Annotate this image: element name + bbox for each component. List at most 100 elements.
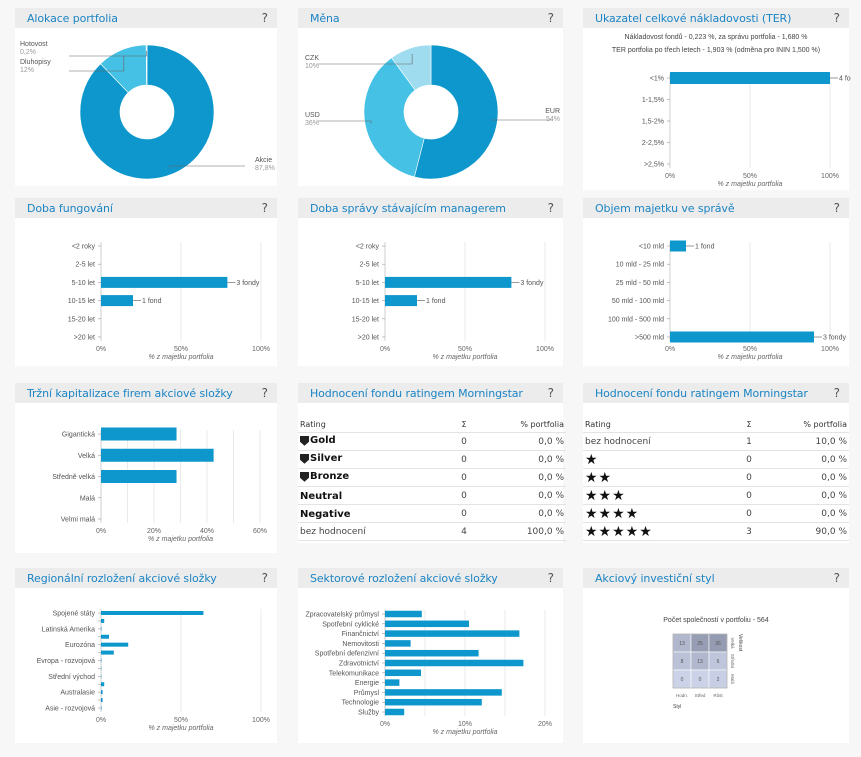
help-icon[interactable]: ? bbox=[261, 571, 268, 585]
help-icon[interactable]: ? bbox=[833, 386, 840, 400]
table-row: ★★★★ 0 0,0 % bbox=[583, 506, 849, 523]
help-icon[interactable]: ? bbox=[833, 11, 840, 25]
card-ms1: Hodnocení fondu ratingem Morningstar? Ra… bbox=[298, 383, 566, 543]
bar bbox=[385, 640, 411, 647]
bar bbox=[670, 72, 830, 84]
ratings-table: Rating Σ % portfolia Gold 0 0,0 % Silver 0 0,0 %… bbox=[298, 416, 566, 541]
help-icon[interactable]: ? bbox=[547, 571, 554, 585]
card-title: Hodnocení fondu ratingem Morningstar bbox=[310, 386, 523, 400]
bar bbox=[670, 331, 814, 343]
help-icon[interactable]: ? bbox=[833, 201, 840, 215]
header-cell: Σ bbox=[461, 419, 467, 429]
percent-cell: 0,0 % bbox=[821, 455, 847, 465]
percent-cell: 0,0 % bbox=[538, 455, 564, 465]
y-tick-label: <2 roky bbox=[356, 244, 380, 251]
x-tick-label: 20% bbox=[147, 528, 161, 535]
data-label: 3 fondy bbox=[520, 280, 543, 287]
help-icon[interactable]: ? bbox=[547, 201, 554, 215]
styl-chart: Počet společností v portfoliu - 564 13 25 2… bbox=[663, 617, 769, 710]
bar bbox=[670, 240, 686, 252]
x-tick-label: 100% bbox=[252, 717, 270, 724]
percent-cell: 10,0 % bbox=[815, 437, 847, 447]
row-label: Střední bbox=[730, 654, 735, 669]
data-label: 1 fond bbox=[142, 298, 162, 305]
count-cell: 4 bbox=[461, 527, 467, 537]
x-tick-label: 0% bbox=[665, 173, 675, 180]
sektor-chart: 0% 10% 20% % z majetku portfolia Zpracovatel… bbox=[305, 610, 552, 736]
card-title: Objem majetku ve správě bbox=[595, 201, 735, 215]
help-icon[interactable]: ? bbox=[547, 386, 554, 400]
y-tick-label: 50 mld - 100 mld bbox=[612, 298, 664, 305]
x-axis-label: % z majetku portfolia bbox=[149, 354, 214, 361]
card-title: Hodnocení fondu ratingem Morningstar bbox=[595, 386, 808, 400]
y-tick-label: Telekomunikace bbox=[329, 670, 379, 677]
x-tick-label: 20% bbox=[538, 721, 552, 728]
help-icon[interactable]: ? bbox=[261, 386, 268, 400]
data-label: 3 fondy bbox=[823, 335, 846, 342]
card-header: Hodnocení fondu ratingem Morningstar? bbox=[583, 383, 849, 403]
heatmap-value: 13 bbox=[697, 659, 703, 665]
help-icon[interactable]: ? bbox=[261, 201, 268, 215]
card-title: Doba fungování bbox=[27, 201, 113, 215]
bar bbox=[385, 679, 400, 686]
pie-slice bbox=[363, 57, 425, 178]
bar bbox=[101, 642, 129, 647]
y-tick-label: 10 mld - 25 mld bbox=[616, 262, 664, 269]
card-title: Tržní kapitalizace firem akciové složky bbox=[27, 386, 233, 400]
help-icon[interactable]: ? bbox=[261, 11, 268, 25]
percent-cell: 0,0 % bbox=[538, 473, 564, 483]
y-tick-label: <10 mld bbox=[639, 244, 664, 251]
card-header: Objem majetku ve správě? bbox=[583, 198, 849, 218]
table-row: Silver 0 0,0 % bbox=[298, 452, 566, 469]
rating-cell: bez hodnocení bbox=[300, 527, 366, 537]
y-tick-label: 10-15 let bbox=[68, 298, 95, 305]
y-tick-label: 1-1,5% bbox=[642, 97, 664, 104]
slice-value: 10% bbox=[305, 63, 319, 70]
data-label: 4 fo bbox=[839, 76, 851, 83]
x-tick-label: 50% bbox=[174, 346, 188, 353]
table-row: ★ 0 0,0 % bbox=[583, 452, 849, 469]
count-cell: 0 bbox=[746, 473, 752, 483]
count-cell: 0 bbox=[461, 491, 467, 501]
y-tick-label: 15-20 let bbox=[68, 316, 95, 323]
help-icon[interactable]: ? bbox=[833, 571, 840, 585]
x-axis-label: % z majetku portfolia bbox=[718, 354, 783, 361]
bar bbox=[101, 448, 214, 462]
card-header: Doba fungování? bbox=[15, 198, 277, 218]
table-row: Negative 0 0,0 % bbox=[298, 506, 566, 523]
rating-cell: Silver bbox=[300, 453, 342, 467]
slice-label: USD bbox=[305, 112, 320, 119]
bar bbox=[385, 689, 502, 696]
leader-line bbox=[318, 53, 413, 65]
bar bbox=[101, 611, 204, 615]
y-tick-label: Asie - rozvojová bbox=[45, 706, 95, 713]
table-row: Neutral 0 0,0 % bbox=[298, 488, 566, 505]
bar bbox=[385, 295, 417, 307]
bar bbox=[101, 634, 109, 639]
card-title: Alokace portfolia bbox=[27, 11, 118, 25]
header-cell: % portfolia bbox=[520, 419, 564, 429]
bar bbox=[101, 650, 114, 655]
table-row: ★★★★★ 3 90,0 % bbox=[583, 524, 849, 541]
heatmap-value: 26 bbox=[715, 641, 721, 647]
header-cell: Rating bbox=[585, 419, 611, 429]
table-row: Gold 0 0,0 % bbox=[298, 434, 566, 451]
x-axis-label: % z majetku portfolia bbox=[433, 729, 498, 736]
card-title: Regionální rozložení akciové složky bbox=[27, 571, 217, 585]
bar bbox=[385, 610, 422, 618]
card-header: Doba správy stávajícím managerem? bbox=[298, 198, 563, 218]
card-header: Regionální rozložení akciové složky? bbox=[15, 568, 277, 588]
table-row: bez hodnocení 1 10,0 % bbox=[583, 434, 849, 451]
leader-line bbox=[318, 120, 372, 124]
help-icon[interactable]: ? bbox=[547, 11, 554, 25]
pie-slice bbox=[413, 44, 499, 180]
y-tick-label: Evropa - rozvojová bbox=[37, 658, 95, 665]
card-ter: Ukazatel celkové nákladovosti (TER)? Nák… bbox=[583, 8, 851, 190]
table-row: ★★ 0 0,0 % bbox=[583, 470, 849, 487]
percent-cell: 100,0 % bbox=[526, 527, 564, 537]
table-row: Bronze 0 0,0 % bbox=[298, 470, 566, 487]
bar bbox=[101, 682, 105, 687]
x-axis-label: % z majetku portfolia bbox=[148, 536, 213, 543]
table-header: Rating Σ % portfolia bbox=[583, 416, 849, 433]
